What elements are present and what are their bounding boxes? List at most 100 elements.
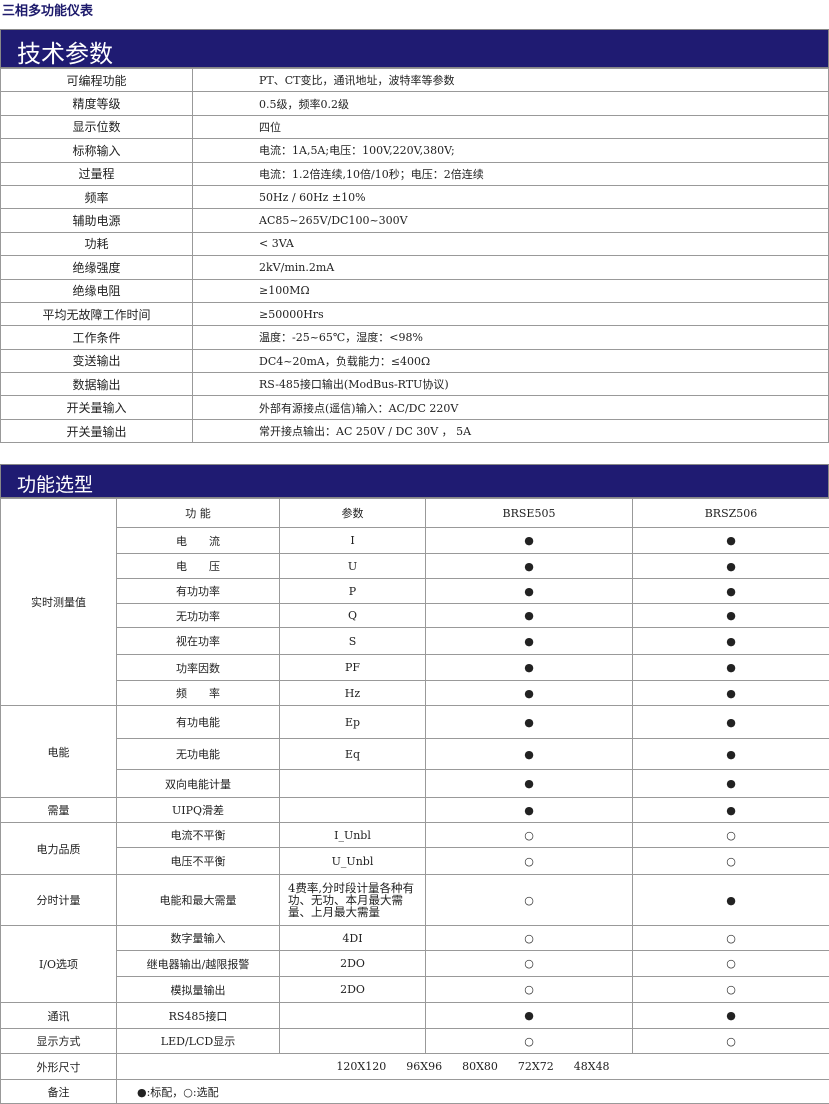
parameter: 4费率,分时段计量各种有功、无功、本月最大需量、上月最大需量 [280,875,426,926]
parameter: 2DO [280,977,426,1003]
brsz506-availability: ● [633,628,829,655]
brsz506-availability: ● [633,655,829,681]
param-value: 常开接点输出：AC 250V / DC 30V ， 5A [193,419,829,442]
param-value: 0.5级，频率0.2级 [193,92,829,115]
param-name: 开关量输出 [1,419,193,442]
group-label: 显示方式 [1,1029,117,1054]
table-row: 开关量输入外部有源接点(遥信)输入：AC/DC 220V [1,396,829,419]
group-label: 通讯 [1,1003,117,1029]
section-title: 功能选型 [17,470,93,497]
param-value: 温度：-25~65℃，湿度：<98% [193,326,829,349]
size-option: 80X80 [462,1060,498,1073]
parameter: 2DO [280,951,426,977]
brse505-availability: ○ [426,848,633,875]
brse505-availability: ● [426,706,633,739]
group-label: 电能 [1,706,117,798]
brsz506-availability: ● [633,528,829,554]
param-value: PT、CT变比，通讯地址，波特率等参数 [193,69,829,92]
brse505-availability: ● [426,604,633,628]
brsz506-availability: ● [633,604,829,628]
function-name: 电压不平衡 [117,848,280,875]
column-header: 功 能 [117,499,280,528]
section-title: 技术参数 [17,34,113,69]
param-name: 频率 [1,185,193,208]
brsz506-availability: ○ [633,848,829,875]
param-value: AC85~265V/DC100~300V [193,209,829,232]
brse505-availability: ● [426,770,633,798]
function-name: 数字量输入 [117,926,280,951]
column-header: BRSE505 [426,499,633,528]
param-name: 可编程功能 [1,69,193,92]
section-banner-tech-params: 技术参数 [0,29,829,68]
table-row: 功耗< 3VA [1,232,829,255]
parameter: I [280,528,426,554]
function-name: 电流不平衡 [117,823,280,848]
brse505-availability: ● [426,528,633,554]
function-name: 频 率 [117,681,280,706]
brsz506-availability: ○ [633,823,829,848]
brse505-availability: ● [426,798,633,823]
table-row: 标称输入电流：1A,5A;电压：100V,220V,380V; [1,139,829,162]
parameter: U_Unbl [280,848,426,875]
table-row: 显示位数四位 [1,115,829,138]
brse505-availability: ○ [426,823,633,848]
function-name: 无功电能 [117,739,280,770]
parameter: PF [280,655,426,681]
table-row: 过量程电流：1.2倍连续,10倍/10秒；电压：2倍连续 [1,162,829,185]
brse505-availability: ○ [426,951,633,977]
parameter: Ep [280,706,426,739]
column-header: 参数 [280,499,426,528]
parameter [280,1029,426,1054]
function-name: 双向电能计量 [117,770,280,798]
param-value: RS-485接口输出(ModBus-RTU协议) [193,373,829,396]
brsz506-availability: ● [633,1003,829,1029]
table-row: 工作条件温度：-25~65℃，湿度：<98% [1,326,829,349]
brse505-availability: ○ [426,1029,633,1054]
param-name: 标称输入 [1,139,193,162]
section-banner-function-selection: 功能选型 [0,464,829,498]
brse505-availability: ● [426,739,633,770]
param-name: 变送输出 [1,349,193,372]
brsz506-availability: ○ [633,977,829,1003]
table-row: 绝缘电阻≥100MΩ [1,279,829,302]
brsz506-availability: ○ [633,951,829,977]
parameter: U [280,554,426,579]
param-name: 功耗 [1,232,193,255]
group-label: 分时计量 [1,875,117,926]
param-name: 工作条件 [1,326,193,349]
param-value: 外部有源接点(遥信)输入：AC/DC 220V [193,396,829,419]
brse505-availability: ○ [426,977,633,1003]
brsz506-availability: ● [633,579,829,604]
function-name: 功率因数 [117,655,280,681]
function-name: 有功功率 [117,579,280,604]
param-value: 电流：1A,5A;电压：100V,220V,380V; [193,139,829,162]
group-label: 电力品质 [1,823,117,875]
function-name: 继电器输出/越限报警 [117,951,280,977]
param-value: DC4~20mA，负载能力：≤400Ω [193,349,829,372]
brsz506-availability: ○ [633,926,829,951]
size-label: 外形尺寸 [1,1054,117,1080]
param-value: 2kV/min.2mA [193,256,829,279]
function-name: LED/LCD显示 [117,1029,280,1054]
size-option: 72X72 [518,1060,554,1073]
brsz506-availability: ● [633,681,829,706]
parameter [280,798,426,823]
param-name: 绝缘强度 [1,256,193,279]
param-value: 电流：1.2倍连续,10倍/10秒；电压：2倍连续 [193,162,829,185]
param-name: 绝缘电阻 [1,279,193,302]
function-name: RS485接口 [117,1003,280,1029]
brse505-availability: ● [426,628,633,655]
